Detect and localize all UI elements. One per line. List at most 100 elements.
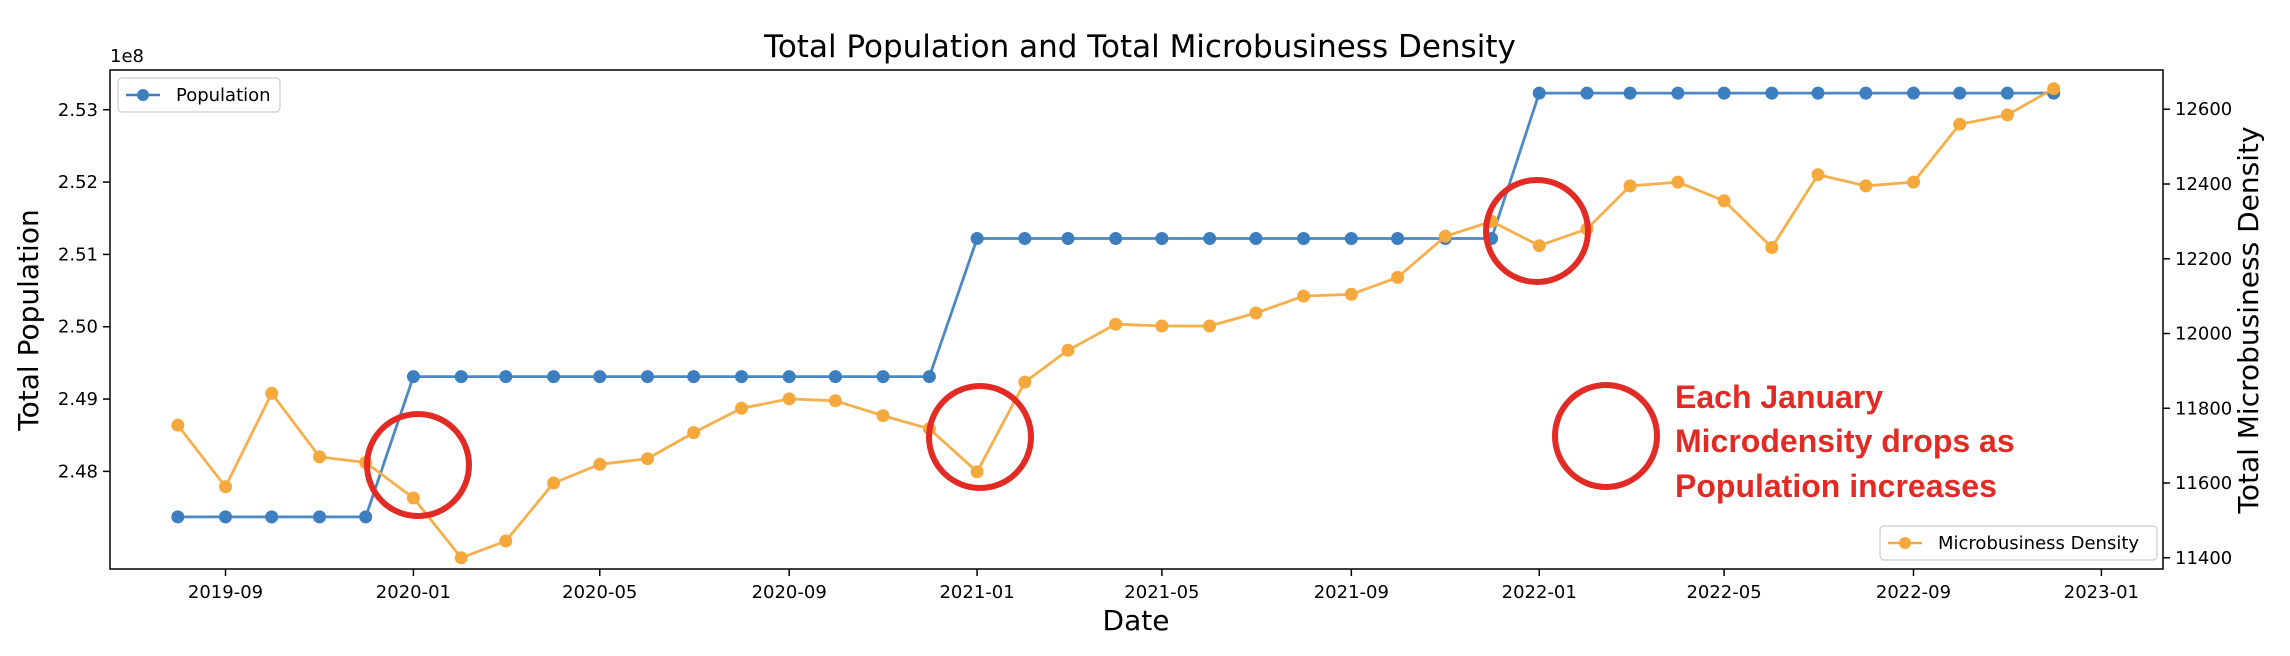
- series-point-microbusiness-density: [1155, 319, 1169, 333]
- series-point-microbusiness-density: [219, 480, 232, 494]
- series-point-population: [1018, 232, 1032, 245]
- series-point-population: [406, 370, 420, 384]
- series-point-microbusiness-density: [641, 452, 654, 466]
- series-point-microbusiness-density: [1438, 229, 1452, 243]
- series-point-population: [970, 232, 984, 245]
- series-point-microbusiness-density: [1391, 270, 1405, 284]
- series-point-population: [1859, 86, 1873, 100]
- y-right-axis-ticks: 11400 11600 11800 12000 12200 12400 12600: [2163, 99, 2232, 569]
- y-right-tick-label: 12000: [2175, 324, 2232, 345]
- series-point-microbusiness-density: [1811, 168, 1825, 182]
- series-point-microbusiness-density: [1953, 117, 1967, 131]
- series-point-population: [828, 370, 842, 384]
- series-point-population: [876, 370, 890, 384]
- series-point-microbusiness-density: [1109, 317, 1123, 331]
- series-point-population: [1391, 232, 1405, 245]
- highlight-circle-jan-2021: [926, 383, 1034, 491]
- series-point-microbusiness-density: [547, 476, 561, 490]
- y-left-axis-ticks: 2.48 2.49 2.50 2.51 2.52 2.53: [58, 100, 110, 482]
- series-point-microbusiness-density: [1018, 375, 1032, 389]
- legend-density-marker: [1899, 537, 1911, 549]
- series-point-microbusiness-density: [1765, 241, 1779, 254]
- x-tick-label: 2020-01: [376, 582, 451, 603]
- series-point-population: [922, 370, 936, 384]
- x-axis-ticks: 2019-09 2020-01 2020-05 2020-09 2021-01 2021-…: [188, 569, 2139, 603]
- x-tick-label: 2021-01: [939, 582, 1014, 603]
- legend-population-marker: [137, 89, 149, 101]
- series-point-microbusiness-density: [1344, 287, 1358, 301]
- x-tick-label: 2020-09: [752, 582, 827, 603]
- x-tick-label: 2020-05: [562, 582, 637, 603]
- x-tick-label: 2022-05: [1686, 582, 1761, 603]
- series-point-population: [1203, 232, 1217, 245]
- y-right-axis-title: Total Microbusiness Density: [2232, 126, 2265, 514]
- y-left-tick-label: 2.49: [58, 389, 98, 410]
- y-left-tick-label: 2.53: [58, 100, 98, 121]
- series-point-microbusiness-density: [828, 394, 842, 408]
- series-point-microbusiness-density: [782, 392, 796, 406]
- series-point-microbusiness-density: [2047, 82, 2061, 96]
- y-right-tick-label: 11800: [2175, 398, 2232, 419]
- series-point-microbusiness-density: [171, 418, 185, 432]
- series-point-population: [359, 510, 373, 524]
- highlight-circle-legend: [1552, 382, 1660, 490]
- x-tick-label: 2019-09: [188, 582, 263, 603]
- series-point-microbusiness-density: [1203, 319, 1217, 333]
- series-point-population: [1765, 86, 1779, 100]
- series-point-microbusiness-density: [1623, 179, 1637, 193]
- highlight-circle-jan-2020: [364, 411, 472, 519]
- y-right-tick-label: 11600: [2175, 473, 2232, 494]
- series-point-population: [1907, 86, 1920, 100]
- series-point-population: [1297, 232, 1311, 245]
- series-point-population: [1155, 232, 1169, 245]
- series-point-microbusiness-density: [265, 386, 279, 400]
- chart-title: Total Population and Total Microbusiness…: [763, 29, 1516, 65]
- y-right-tick-label: 12600: [2175, 99, 2232, 120]
- series-point-population: [687, 370, 701, 384]
- series-point-population: [641, 370, 654, 384]
- y-left-tick-label: 2.50: [58, 317, 98, 338]
- series-point-microbusiness-density: [1717, 194, 1731, 208]
- annotation: Each January Microdensity drops as Popul…: [1675, 379, 2015, 504]
- series-point-microbusiness-density: [1061, 343, 1075, 357]
- series-point-population: [2000, 86, 2014, 100]
- series-point-population: [1580, 86, 1594, 100]
- x-tick-label: 2021-05: [1124, 582, 1199, 603]
- series-point-microbusiness-density: [454, 551, 468, 565]
- y-right-tick-label: 12400: [2175, 174, 2232, 195]
- series-point-population: [1671, 86, 1685, 100]
- series-point-microbusiness-density: [313, 450, 326, 464]
- y-right-tick-label: 12200: [2175, 249, 2232, 270]
- series-point-microbusiness-density: [593, 457, 607, 471]
- x-tick-label: 2022-09: [1876, 582, 1951, 603]
- x-tick-label: 2022-01: [1502, 582, 1577, 603]
- series-point-population: [454, 370, 468, 384]
- x-tick-label: 2023-01: [2064, 582, 2139, 603]
- y-left-tick-label: 2.48: [58, 461, 98, 482]
- series-point-population: [1953, 86, 1967, 100]
- annotation-line-3: Population increases: [1675, 468, 1997, 504]
- legend-population-box: [117, 77, 281, 113]
- series-point-population: [1061, 232, 1075, 245]
- y-right-tick-label: 11400: [2175, 548, 2232, 569]
- series-point-microbusiness-density: [735, 401, 748, 415]
- y-left-tick-label: 2.52: [58, 172, 98, 193]
- highlight-circle-jan-2022: [1483, 177, 1591, 285]
- y-left-axis-title: Total Population: [12, 209, 45, 431]
- series-point-microbusiness-density: [970, 465, 984, 479]
- series-point-population: [735, 370, 748, 384]
- series-point-microbusiness-density: [687, 426, 701, 440]
- series-point-population: [1344, 232, 1358, 245]
- y-left-offset-label: 1e8: [110, 46, 144, 67]
- series-point-population: [1249, 232, 1263, 245]
- series-point-population: [782, 370, 796, 384]
- legend-population-label: Population: [176, 85, 271, 106]
- series-point-population: [1717, 86, 1731, 100]
- series-point-microbusiness-density: [1249, 306, 1263, 320]
- series-point-microbusiness-density: [1907, 175, 1920, 189]
- series-point-microbusiness-density: [406, 491, 420, 505]
- plot-frame: [109, 69, 2164, 570]
- series-point-population: [171, 510, 185, 524]
- series-point-population: [593, 370, 607, 384]
